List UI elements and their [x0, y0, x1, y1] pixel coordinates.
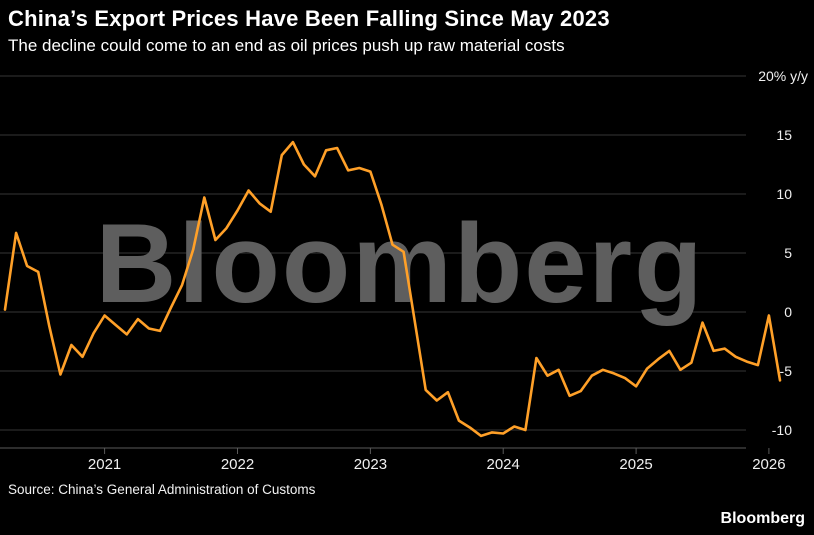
x-tick-label: 2024 — [487, 456, 520, 472]
y-tick-label: 10 — [776, 186, 792, 202]
y-tick-label: 0 — [784, 304, 792, 320]
chart-svg: Bloomberg 2021 2022 2023 2024 2025 2026 20% y/y… — [0, 68, 808, 472]
y-tick-label: 15 — [776, 127, 792, 143]
series-line-export-prices — [3, 141, 782, 438]
chart-title: China’s Export Prices Have Been Falling … — [8, 6, 610, 31]
x-tick-label: 2026 — [752, 456, 785, 472]
chart-area: Bloomberg 2021 2022 2023 2024 2025 2026 20% y/y… — [0, 60, 814, 472]
chart-subtitle: The decline could come to an end as oil … — [8, 35, 565, 55]
chart-header: China’s Export Prices Have Been Falling … — [0, 0, 814, 56]
y-tick-label: 20% y/y — [758, 68, 808, 84]
x-tick-label: 2021 — [88, 456, 121, 472]
source-note: Source: China’s General Administration o… — [8, 482, 316, 498]
y-tick-label: -10 — [772, 422, 792, 438]
bloomberg-logo: Bloomberg — [720, 510, 805, 527]
y-tick-label: 5 — [784, 245, 792, 261]
x-tick-label: 2023 — [354, 456, 387, 472]
x-tick-label: 2022 — [221, 456, 254, 472]
y-tick-label: -5 — [780, 363, 793, 379]
bloomberg-watermark: Bloomberg — [95, 201, 704, 326]
x-tick-label: 2025 — [619, 456, 652, 472]
